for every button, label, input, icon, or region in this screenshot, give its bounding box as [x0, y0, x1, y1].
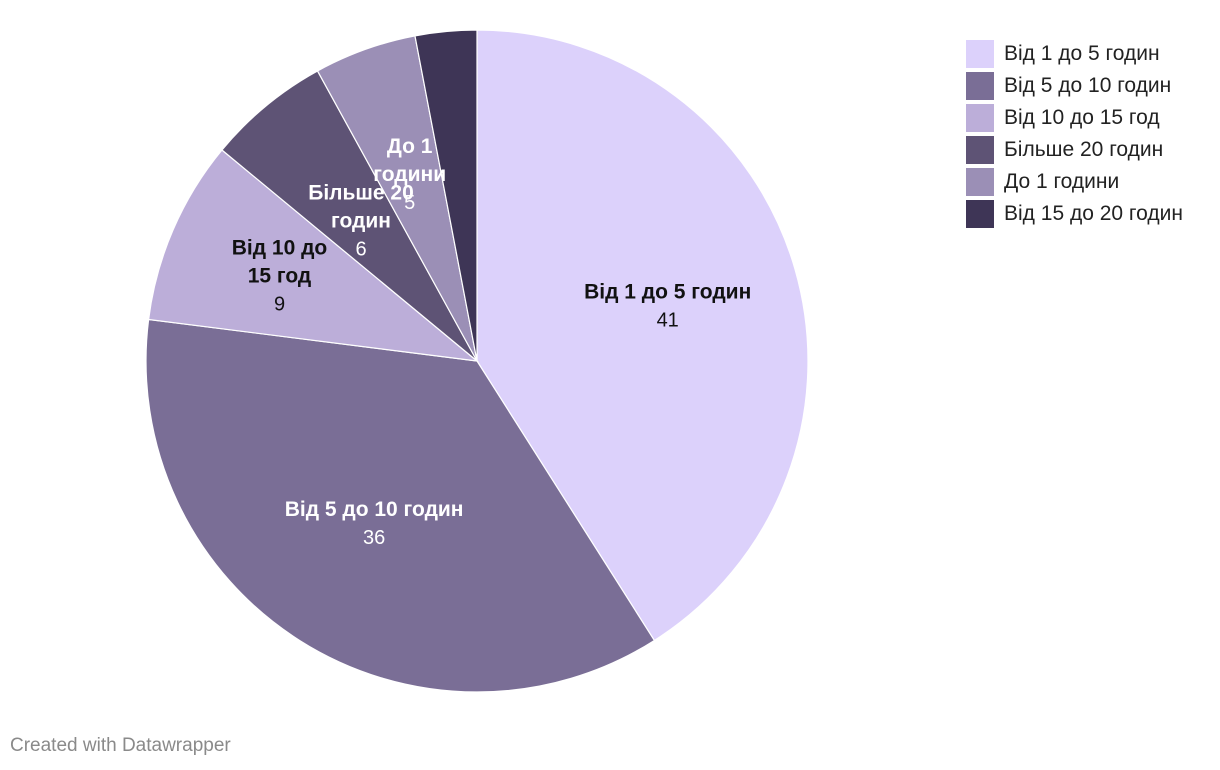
slice-label-5-10: Від 5 до 10 годин 36: [285, 498, 464, 549]
slice-label-10-15: Від 10 до 15 год 9: [232, 237, 328, 316]
legend-label: Від 15 до 20 годин: [1004, 202, 1183, 225]
legend-item-over-20: Більше 20 годин: [966, 134, 1216, 166]
slice-label-text: години: [373, 163, 446, 186]
pie-slice-over-20: [221, 70, 478, 362]
slice-label-text: До 1: [387, 135, 433, 158]
datawrapper-credit: Created with Datawrapper: [10, 735, 231, 756]
legend-label: Від 1 до 5 годин: [1004, 42, 1160, 65]
slice-label-text: Більше 20: [308, 182, 414, 205]
pie-slice-5-10: [145, 318, 656, 693]
slice-value: 6: [355, 239, 366, 261]
legend: Від 1 до 5 годин Від 5 до 10 годин Від 1…: [966, 38, 1216, 230]
slice-label-text: Від 1 до 5 годин: [584, 281, 751, 304]
slice-label-1-5: Від 1 до 5 годин 41: [584, 281, 751, 332]
pie-slice-1-5: [476, 29, 809, 642]
slice-label-text: годин: [331, 210, 391, 233]
legend-item-1-5: Від 1 до 5 годин: [966, 38, 1216, 70]
slice-label-over-20: Більше 20 годин 6: [308, 182, 414, 261]
slice-value: 5: [404, 192, 415, 214]
slice-label-text: Від 10 до: [232, 237, 328, 260]
legend-item-5-10: Від 5 до 10 годин: [966, 70, 1216, 102]
slice-value: 41: [657, 310, 679, 332]
legend-label: Від 10 до 15 год: [1004, 106, 1160, 129]
pie-slice-15-20: [414, 29, 478, 362]
slice-label-text: Від 5 до 10 годин: [285, 498, 464, 521]
legend-swatch: [966, 72, 994, 100]
legend-swatch: [966, 200, 994, 228]
legend-swatch: [966, 168, 994, 196]
legend-label: До 1 години: [1004, 170, 1120, 193]
legend-item-under-1: До 1 години: [966, 166, 1216, 198]
legend-swatch: [966, 136, 994, 164]
legend-label: Більше 20 годин: [1004, 138, 1164, 161]
legend-label: Від 5 до 10 годин: [1004, 74, 1172, 97]
pie-slice-10-15: [147, 149, 479, 362]
slice-value: 36: [363, 527, 385, 549]
slice-value: 9: [274, 294, 285, 316]
slice-label-text: 15 год: [248, 265, 312, 288]
slice-label-under-1: До 1 години 5: [373, 135, 446, 214]
legend-item-15-20: Від 15 до 20 годин: [966, 198, 1216, 230]
legend-swatch: [966, 40, 994, 68]
legend-swatch: [966, 104, 994, 132]
legend-item-10-15: Від 10 до 15 год: [966, 102, 1216, 134]
